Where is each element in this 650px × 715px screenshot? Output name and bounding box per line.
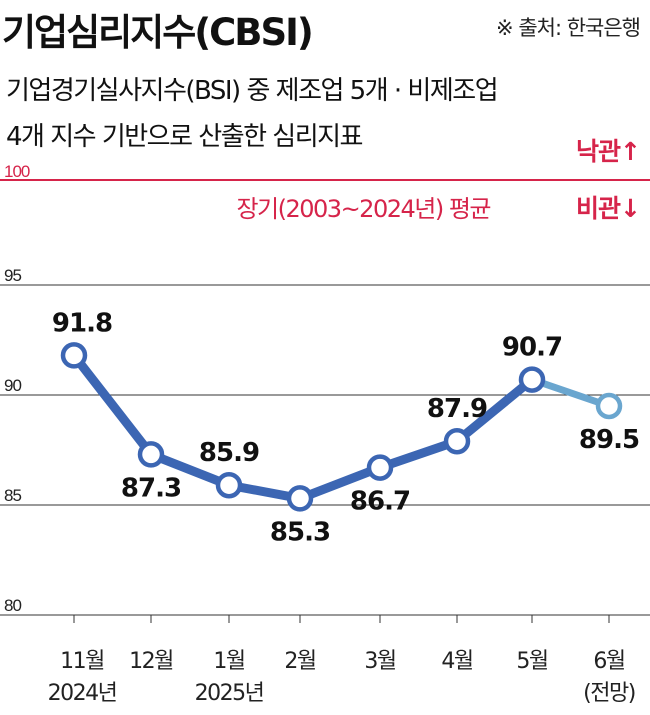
data-point	[366, 454, 394, 481]
data-point	[595, 392, 623, 420]
data-label: 87.9	[427, 394, 487, 424]
data-label: 87.3	[121, 473, 181, 503]
subtitle-line-1: 기업경기실사지수(BSI) 중 제조업 5개 · 비제조업	[6, 76, 499, 106]
y-tick-label: 95	[4, 266, 21, 285]
subtitle-line-2: 4개 지수 기반으로 산출한 심리지표	[6, 122, 363, 152]
x-tick-label: 11월	[60, 649, 104, 674]
y-tick-label: 85	[4, 486, 21, 505]
x-tick-label: 3월	[364, 649, 395, 674]
x-tick-sublabel: 2025년	[195, 681, 264, 706]
x-tick-label: 12월	[129, 649, 173, 674]
x-tick-label: 5월	[516, 649, 547, 674]
x-tick-sublabel: 2024년	[48, 681, 117, 706]
data-label: 90.7	[502, 333, 562, 363]
data-label: 86.7	[350, 487, 410, 517]
x-tick-label: 6월	[593, 649, 624, 674]
data-point	[215, 471, 243, 499]
reference-line-label: 장기(2003~2024년) 평균	[236, 195, 490, 223]
data-point	[137, 441, 165, 468]
y-tick-label: 80	[4, 596, 21, 615]
x-tick-label: 1월	[213, 649, 244, 674]
series-line-forecast	[528, 376, 613, 410]
pessimism-label: 비관↓	[576, 194, 640, 223]
y-tick-label: 90	[4, 376, 21, 395]
x-tick-label: 4월	[441, 649, 472, 674]
data-point	[60, 342, 88, 369]
chart-title: 기업심리지수(CBSI)	[2, 11, 314, 54]
data-point	[443, 427, 471, 455]
data-label: 85.3	[270, 517, 330, 547]
data-point	[286, 485, 314, 512]
source-note: ※ 출처: 한국은행	[496, 16, 641, 40]
data-label: 89.5	[579, 425, 639, 455]
data-label: 91.8	[52, 308, 112, 338]
chart-subtitle: 기업경기실사지수(BSI) 중 제조업 5개 · 비제조업 4개 지수 기반으로…	[6, 68, 499, 160]
optimism-label: 낙관↑	[576, 137, 640, 166]
x-tick-sublabel: (전망)	[583, 681, 635, 706]
data-point	[518, 366, 546, 393]
y-tick-label: 100	[4, 162, 30, 181]
x-tick-label: 2월	[284, 649, 315, 674]
data-label: 85.9	[199, 438, 259, 468]
